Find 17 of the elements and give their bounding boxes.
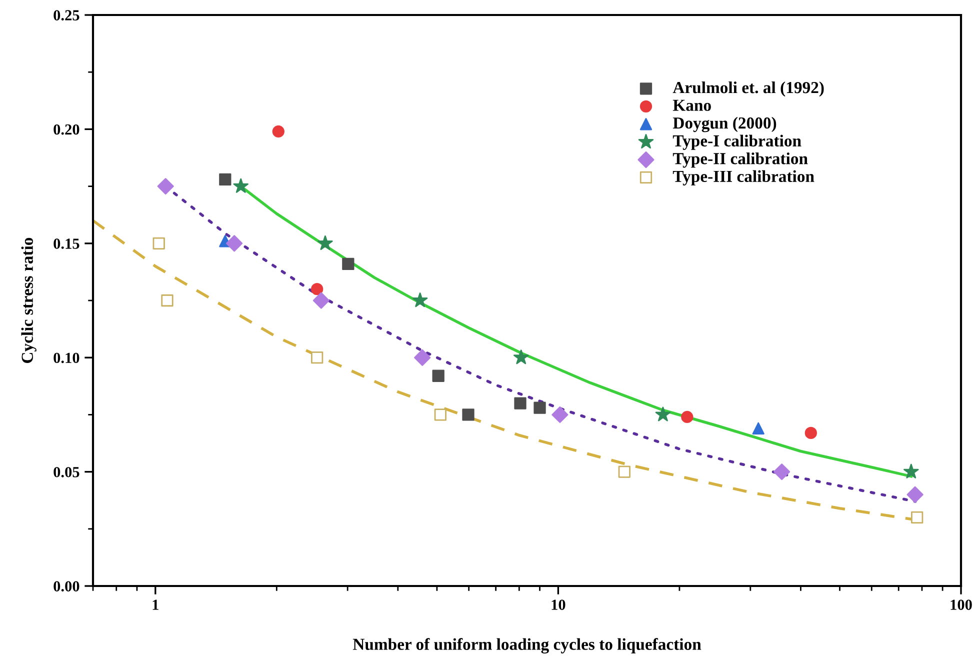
x-axis-title: Number of uniform loading cycles to liquefaction: [352, 638, 702, 654]
y-tick-label: 0.00: [54, 581, 80, 592]
x-tick-label: 1: [152, 600, 158, 610]
y-tick-label: 0.15: [54, 238, 80, 249]
legend-label: Doygun (2000): [672, 116, 776, 132]
x-tick-label: 100: [950, 600, 972, 610]
legend-label: Type-II calibration: [672, 152, 808, 168]
y-tick-label: 0.20: [54, 124, 80, 135]
legend-label: Type-III calibration: [672, 170, 814, 186]
y-tick-label: 0.10: [54, 352, 80, 364]
x-tick-label: 10: [552, 600, 566, 610]
legend-label: Type-I calibration: [672, 134, 802, 150]
y-tick-label: 0.05: [54, 466, 80, 478]
legend-label: Arulmoli et. al (1992): [672, 81, 824, 97]
y-tick-label: 0.25: [54, 10, 80, 21]
y-axis-title: Cyclic stress ratio: [21, 238, 36, 363]
legend-label: Kano: [672, 100, 711, 111]
